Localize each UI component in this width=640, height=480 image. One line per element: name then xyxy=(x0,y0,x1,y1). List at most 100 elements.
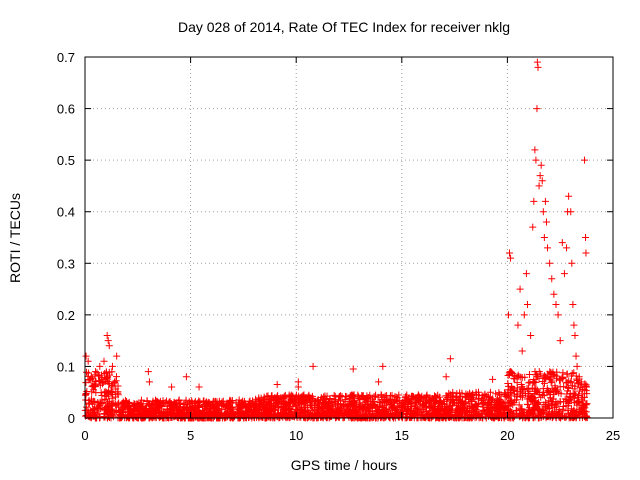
data-point xyxy=(520,311,528,319)
data-point xyxy=(180,400,188,408)
data-point xyxy=(295,396,303,404)
data-point xyxy=(518,405,526,413)
data-point xyxy=(91,397,99,405)
data-point xyxy=(527,331,535,339)
data-point xyxy=(300,404,308,412)
data-point xyxy=(417,404,425,412)
data-point xyxy=(314,412,322,420)
data-point xyxy=(222,401,230,409)
y-tick-label: 0.1 xyxy=(57,359,75,374)
data-point xyxy=(446,355,454,363)
data-point xyxy=(569,407,577,415)
data-point xyxy=(516,285,524,293)
data-point xyxy=(89,374,97,382)
data-point xyxy=(87,373,95,381)
data-point xyxy=(201,401,209,409)
data-point xyxy=(536,172,544,180)
data-point xyxy=(255,413,263,421)
data-point xyxy=(182,373,190,381)
data-point xyxy=(453,405,461,413)
data-point xyxy=(261,395,269,403)
data-point xyxy=(287,406,295,414)
data-point xyxy=(531,413,539,421)
data-point xyxy=(570,321,578,329)
data-point xyxy=(463,392,471,400)
data-point xyxy=(219,401,227,409)
data-point xyxy=(557,390,565,398)
y-tick-label: 0.4 xyxy=(57,205,75,220)
data-point xyxy=(320,393,328,401)
data-point xyxy=(384,397,392,405)
data-point xyxy=(515,401,523,409)
data-point xyxy=(542,218,550,226)
data-point xyxy=(453,409,461,417)
data-point xyxy=(537,161,545,169)
data-point xyxy=(318,413,326,421)
data-point xyxy=(547,394,555,402)
data-point xyxy=(126,405,134,413)
data-point xyxy=(547,378,555,386)
data-point xyxy=(538,177,546,185)
data-point xyxy=(400,396,408,404)
data-point xyxy=(393,398,401,406)
data-point xyxy=(538,405,546,413)
data-point xyxy=(504,311,512,319)
data-point xyxy=(519,413,527,421)
data-point xyxy=(142,405,150,413)
data-point xyxy=(535,182,543,190)
data-point xyxy=(558,239,566,247)
data-point xyxy=(251,405,259,413)
data-point xyxy=(172,402,180,410)
data-point xyxy=(362,412,370,420)
data-point xyxy=(117,408,125,416)
data-point xyxy=(114,382,122,390)
data-point xyxy=(305,413,313,421)
data-point xyxy=(548,275,556,283)
data-point xyxy=(381,405,389,413)
data-point xyxy=(242,407,250,415)
data-point xyxy=(331,392,339,400)
data-point xyxy=(85,399,93,407)
data-point xyxy=(532,156,540,164)
data-point xyxy=(96,362,104,370)
data-point xyxy=(564,398,572,406)
data-point xyxy=(327,408,335,416)
data-point xyxy=(147,405,155,413)
data-point xyxy=(533,105,541,113)
data-point xyxy=(540,408,548,416)
data-point xyxy=(350,398,358,406)
data-point xyxy=(571,331,579,339)
data-point xyxy=(506,249,514,257)
data-point xyxy=(559,407,567,415)
data-point xyxy=(349,392,357,400)
data-point xyxy=(503,393,511,401)
data-point xyxy=(477,397,485,405)
data-point xyxy=(524,401,532,409)
data-point xyxy=(469,390,477,398)
data-point xyxy=(137,396,145,404)
data-point xyxy=(539,378,547,386)
data-point xyxy=(188,400,196,408)
data-point xyxy=(90,383,98,391)
data-point xyxy=(508,382,516,390)
y-tick-label: 0.5 xyxy=(57,153,75,168)
data-point xyxy=(310,405,318,413)
data-point xyxy=(472,400,480,408)
data-point xyxy=(110,413,118,421)
data-point xyxy=(365,403,373,411)
data-point xyxy=(104,337,112,345)
data-point xyxy=(492,390,500,398)
data-point xyxy=(406,397,414,405)
data-point xyxy=(497,397,505,405)
data-point xyxy=(228,409,236,417)
data-point xyxy=(108,362,116,370)
data-point xyxy=(402,393,410,401)
data-point xyxy=(522,270,530,278)
data-point xyxy=(105,342,113,350)
data-point xyxy=(175,396,183,404)
data-point xyxy=(275,395,283,403)
data-point xyxy=(92,368,100,376)
data-point xyxy=(370,393,378,401)
data-point xyxy=(223,407,231,415)
chart-title: Day 028 of 2014, Rate Of TEC Index for r… xyxy=(178,19,510,35)
